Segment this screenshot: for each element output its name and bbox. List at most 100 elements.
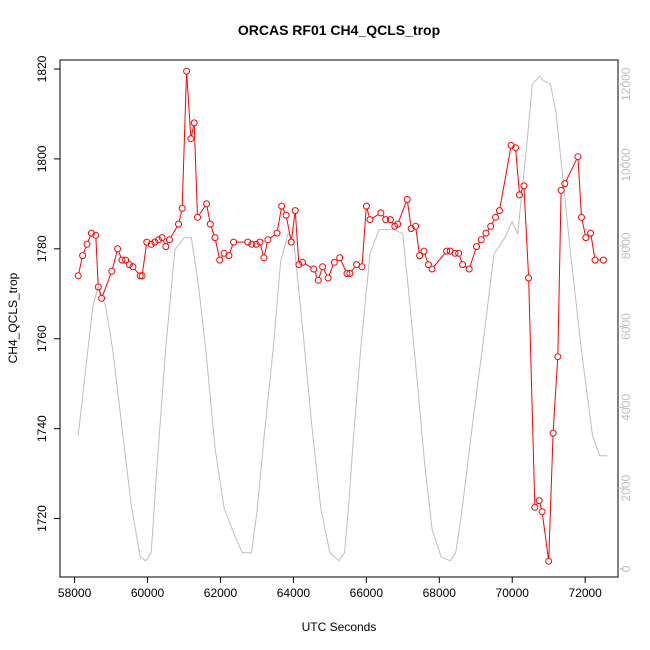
ch4-point [492,213,499,221]
ch4-segment [215,240,220,258]
ch4-segment [294,213,300,262]
ch4-point [190,119,198,127]
ch4-point [599,256,607,264]
ch4-point [138,272,146,280]
ch4-point [477,236,485,244]
ch4-point [225,252,233,260]
ch4-segment [482,235,485,238]
ch4-segment [469,249,476,267]
ch4-point [162,243,170,251]
ch4-segment [577,159,582,215]
ch4-segment [193,126,198,215]
ch4-segment [229,244,234,253]
ch4-segment [415,229,420,253]
ch4-point [244,238,252,246]
ch4-point [538,508,546,516]
ch4-point [591,256,599,264]
ch4-segment [528,281,536,505]
ch4-point [535,497,543,505]
ch4-segment [314,271,318,278]
ch4-segment [366,209,370,217]
ch4-point [420,247,428,255]
ch4-segment [539,503,542,509]
ch4-point [114,245,122,253]
ch4-point [557,186,565,194]
ch4-point [158,234,166,242]
ch4-segment [499,148,512,208]
ch4-point [79,252,87,260]
ch4-segment [170,226,178,238]
ch4-point [382,216,390,224]
ch4-segment [282,208,286,213]
ch4-segment [542,514,549,559]
ch4-segment [305,263,312,268]
ch4-point [403,195,411,203]
ch4-point [574,153,582,161]
ch4-segment [398,202,407,222]
ch4-point [94,283,102,291]
ch4-point [366,216,374,224]
ch4-segment [548,436,554,559]
x-tick-label-60000: 60000 [131,586,165,600]
ch4-point [578,213,585,221]
x-tick-label-70000: 70000 [496,586,530,600]
ch4-segment [291,213,296,239]
ch4-point [512,144,519,152]
ch4-segment [95,238,99,284]
ch4-point [525,274,533,282]
ch4-point [278,202,286,210]
ch4-point [230,238,238,246]
x-tick-label-68000: 68000 [423,586,457,600]
ch4-point [424,261,432,269]
ch4-point [118,256,126,264]
ch4-point [122,256,130,264]
y2-tick-label-0: 0 [619,565,633,572]
ch4-segment [328,265,334,276]
ch4-point [362,202,370,210]
ch4-point [295,261,303,269]
ch4-point [377,209,385,217]
ch4-point [582,234,590,242]
ch4-segment [552,359,559,430]
ch4-point [336,254,344,262]
ch4-point [416,252,424,260]
ch4-segment [102,274,112,296]
ch4-segment [270,234,275,239]
ch4-segment [581,220,586,235]
x-tick-label-64000: 64000 [277,586,311,600]
ch4-point [545,557,553,565]
ch4-point [143,238,151,246]
y-tick-label-1800: 1800 [35,145,49,172]
ch4-segment [340,260,347,271]
ch4-point [455,249,463,257]
ch4-segment [515,150,520,192]
ch4-point [459,261,467,269]
ch4-point [487,222,495,230]
ch4-point [443,247,451,255]
ch4-segment [491,219,495,224]
ch4-point [273,229,281,237]
ch4-point [256,238,264,246]
ch4-segment [477,242,480,245]
ch4-segment [264,242,268,255]
ch4-point [216,256,224,264]
y-tick-label-1740: 1740 [35,415,49,442]
ch4-segment [351,266,356,272]
ch4-point [310,265,318,273]
ch4-series [74,67,607,565]
ch4-point [561,180,569,188]
ch4-point [252,240,260,248]
altitude-series [77,75,608,562]
ch4-segment [162,240,166,244]
ch4-point [330,258,338,266]
ch4-segment [433,253,445,267]
ch4-segment [407,202,412,226]
ch4-point [264,236,272,244]
ch4-segment [520,188,523,193]
axes-layer: 58000 60000 62000 64000 66000 68000 70000 72000… [35,55,633,600]
y2-tick-label-8000: 8000 [619,232,633,259]
y2-tick-label-6000: 6000 [619,313,633,340]
ch4-point [183,67,191,75]
ch4-point [412,222,420,230]
